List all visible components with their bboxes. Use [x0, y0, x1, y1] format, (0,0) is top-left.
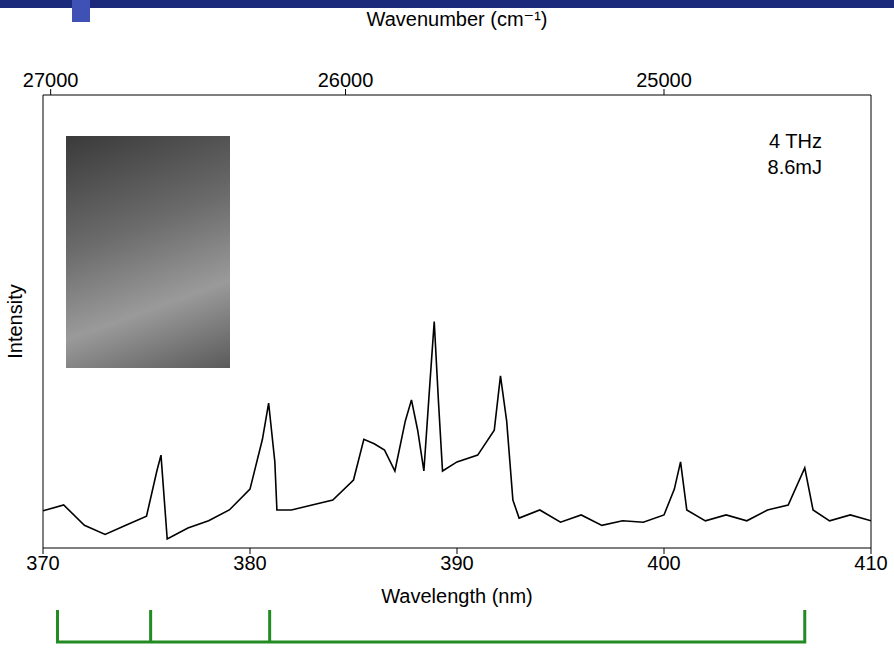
svg-text:390: 390: [440, 552, 473, 574]
svg-text:400: 400: [647, 552, 680, 574]
svg-text:Wavenumber (cm⁻¹): Wavenumber (cm⁻¹): [367, 8, 548, 30]
svg-text:370: 370: [26, 552, 59, 574]
svg-text:26000: 26000: [318, 69, 374, 91]
svg-text:410: 410: [854, 552, 887, 574]
html-text:4 THz: 4 THz: [769, 130, 822, 152]
svg-text:27000: 27000: [23, 69, 79, 91]
svg-text:Wavelength (nm): Wavelength (nm): [381, 585, 533, 607]
svg-text:25000: 25000: [636, 69, 692, 91]
svg-text:380: 380: [233, 552, 266, 574]
html-text:8.6mJ: 8.6mJ: [767, 156, 822, 178]
svg-text:Intensity: Intensity: [4, 284, 26, 358]
